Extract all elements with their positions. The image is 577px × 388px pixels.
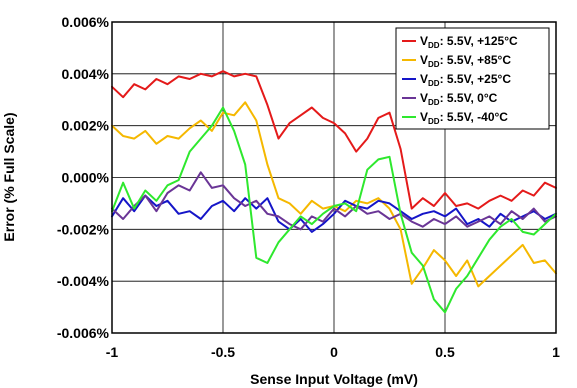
- legend-box: [395, 27, 550, 130]
- legend-label: VDD: 5.5V, +25°C: [420, 72, 511, 88]
- series-line-0: [111, 70, 557, 210]
- x-tick-label: -0.5: [211, 344, 235, 360]
- legend-label: VDD: 5.5V, +125°C: [420, 34, 518, 50]
- y-tick-label: -0.002%: [57, 221, 110, 237]
- series-line-3: [111, 171, 557, 231]
- x-tick-labels: -1 -0.5 0 0.5 1: [106, 344, 560, 360]
- legend-label-subscript: DD: [428, 79, 440, 88]
- legend-label-v: V: [420, 110, 428, 124]
- y-tick-label: -0.006%: [57, 325, 110, 341]
- x-axis-label: Sense Input Voltage (mV): [250, 371, 418, 387]
- legend-label-rest: : 5.5V, +85°C: [440, 53, 512, 67]
- legend-label-subscript: DD: [428, 60, 440, 69]
- legend-label-rest: : 5.5V, 0°C: [440, 91, 498, 105]
- y-tick-labels: -0.006% -0.004% -0.002% 0.000% 0.002% 0.004% 0…: [57, 14, 110, 341]
- legend-label-subscript: DD: [428, 117, 440, 126]
- legend-label-rest: : 5.5V, +25°C: [440, 72, 512, 86]
- y-tick-label: 0.000%: [62, 170, 110, 186]
- x-tick-label: -1: [106, 344, 119, 360]
- legend-label-rest: : 5.5V, +125°C: [440, 34, 518, 48]
- y-axis-label: Error (% Full Scale): [1, 112, 17, 241]
- series-lines: [111, 70, 557, 314]
- y-tick-label: 0.006%: [62, 14, 110, 30]
- legend-label-rest: : 5.5V, -40°C: [440, 110, 509, 124]
- y-tick-label: -0.004%: [57, 273, 110, 289]
- plot-frame: [111, 21, 557, 334]
- legend-label: VDD: 5.5V, -40°C: [420, 110, 508, 126]
- x-tick-label: 0.5: [435, 344, 455, 360]
- legend-label-v: V: [420, 34, 428, 48]
- y-tick-label: 0.004%: [62, 66, 110, 82]
- legend-label-subscript: DD: [428, 41, 440, 50]
- x-tick-label: 0: [330, 344, 338, 360]
- y-tick-label: 0.002%: [62, 118, 110, 134]
- legend-label-v: V: [420, 91, 428, 105]
- legend-label-v: V: [420, 72, 428, 86]
- series-line-2: [111, 194, 557, 233]
- legend-label-v: V: [420, 53, 428, 67]
- legend-label: VDD: 5.5V, 0°C: [420, 91, 498, 107]
- legend-label-subscript: DD: [428, 98, 440, 107]
- x-tick-label: 1: [552, 344, 560, 360]
- series-line-4: [111, 106, 557, 314]
- legend-label: VDD: 5.5V, +85°C: [420, 53, 511, 69]
